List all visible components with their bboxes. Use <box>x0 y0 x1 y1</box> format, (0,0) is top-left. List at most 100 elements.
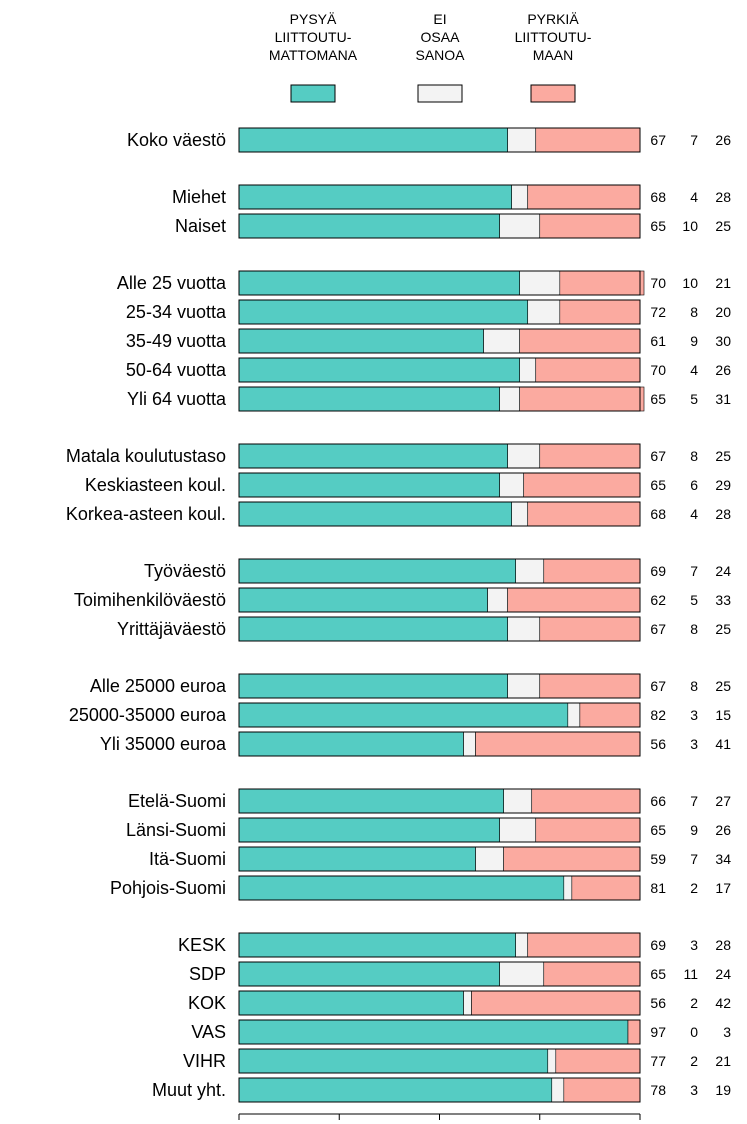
bar-segment <box>238 961 500 987</box>
data-label: 3 <box>690 707 698 723</box>
legend-label: PYSYÄ <box>290 11 337 27</box>
bar-segment <box>571 875 641 901</box>
bar-outline <box>238 616 641 642</box>
data-label: 3 <box>690 1082 698 1098</box>
bar-segment <box>499 386 520 412</box>
data-label: 4 <box>690 362 698 378</box>
data-label: 8 <box>690 678 698 694</box>
bar-segment <box>238 616 508 642</box>
bar-segment <box>503 788 533 814</box>
bar-segment <box>519 357 537 383</box>
bar-segment <box>507 587 641 613</box>
data-label: 24 <box>715 966 731 982</box>
data-label: 59 <box>650 851 666 867</box>
data-label: 65 <box>650 477 666 493</box>
data-label: 8 <box>690 304 698 320</box>
legend-label: MAAN <box>533 47 573 63</box>
bar-segment <box>527 932 641 958</box>
bar-outline <box>238 875 641 901</box>
bar-segment <box>238 357 521 383</box>
bar-segment <box>507 443 541 469</box>
bar-segment <box>539 616 641 642</box>
bar-outline <box>238 1048 641 1074</box>
data-label: 25 <box>715 448 731 464</box>
category-label: Yli 35000 euroa <box>100 734 227 754</box>
data-label: 15 <box>715 707 731 723</box>
bar-segment <box>238 501 512 527</box>
data-label: 10 <box>682 275 698 291</box>
bar-outline <box>238 386 641 412</box>
bar-outline <box>238 1077 641 1103</box>
bar-segment <box>515 932 529 958</box>
bar-segment <box>511 184 529 210</box>
legend-label: EI <box>433 11 446 27</box>
bar-segment <box>503 846 641 872</box>
category-label: Länsi-Suomi <box>126 820 226 840</box>
category-label: 35-49 vuotta <box>126 331 227 351</box>
category-label: Itä-Suomi <box>149 849 226 869</box>
bar-segment <box>471 990 641 1016</box>
data-label: 0 <box>690 1024 698 1040</box>
data-label: 67 <box>650 448 666 464</box>
data-label: 41 <box>715 736 731 752</box>
bar-outline <box>238 731 641 757</box>
data-label: 30 <box>715 333 731 349</box>
legend-label: SANOA <box>415 47 465 63</box>
bar-segment <box>238 1019 629 1045</box>
data-label: 70 <box>650 275 666 291</box>
category-label: Naiset <box>175 216 226 236</box>
bar-segment <box>238 817 500 843</box>
legend-swatch <box>290 84 336 103</box>
data-label: 21 <box>715 1053 731 1069</box>
bar-segment <box>238 184 512 210</box>
category-label: 25-34 vuotta <box>126 302 227 322</box>
data-label: 81 <box>650 880 666 896</box>
data-label: 65 <box>650 391 666 407</box>
legend-swatch <box>417 84 463 103</box>
data-label: 2 <box>690 880 698 896</box>
data-label: 19 <box>715 1082 731 1098</box>
bar-outline <box>238 558 641 584</box>
data-label: 56 <box>650 736 666 752</box>
data-label: 7 <box>690 132 698 148</box>
bar-segment <box>238 1048 549 1074</box>
legend-label: LIITTOUTU- <box>515 29 592 45</box>
bar-segment <box>238 846 476 872</box>
data-label: 78 <box>650 1082 666 1098</box>
data-label: 77 <box>650 1053 666 1069</box>
legend-label: MATTOMANA <box>269 47 358 63</box>
bar-segment <box>238 386 500 412</box>
bar-segment <box>238 788 504 814</box>
data-label: 65 <box>650 218 666 234</box>
data-label: 7 <box>690 563 698 579</box>
data-label: 67 <box>650 621 666 637</box>
bar-outline <box>238 817 641 843</box>
bar-segment <box>238 702 569 728</box>
bar-segment <box>559 299 641 325</box>
bar-outline <box>238 270 641 296</box>
bar-segment <box>238 1077 553 1103</box>
bar-segment <box>527 299 561 325</box>
data-label: 97 <box>650 1024 666 1040</box>
bar-segment <box>559 270 645 296</box>
bar-outline <box>238 472 641 498</box>
legend-label: OSAA <box>421 29 461 45</box>
bar-segment <box>519 270 561 296</box>
data-label: 7 <box>690 851 698 867</box>
data-label: 69 <box>650 937 666 953</box>
legend-label: PYRKIÄ <box>527 11 579 27</box>
bar-segment <box>499 961 545 987</box>
bar-outline <box>238 702 641 728</box>
bar-segment <box>519 328 641 354</box>
bar-segment <box>515 558 545 584</box>
data-label: 67 <box>650 132 666 148</box>
data-label: 28 <box>715 937 731 953</box>
category-label: Korkea-asteen koul. <box>66 504 226 524</box>
data-label: 67 <box>650 678 666 694</box>
data-label: 3 <box>723 1024 731 1040</box>
bar-segment <box>531 788 641 814</box>
legend-label: LIITTOUTU- <box>275 29 352 45</box>
bar-segment <box>238 673 508 699</box>
data-label: 72 <box>650 304 666 320</box>
